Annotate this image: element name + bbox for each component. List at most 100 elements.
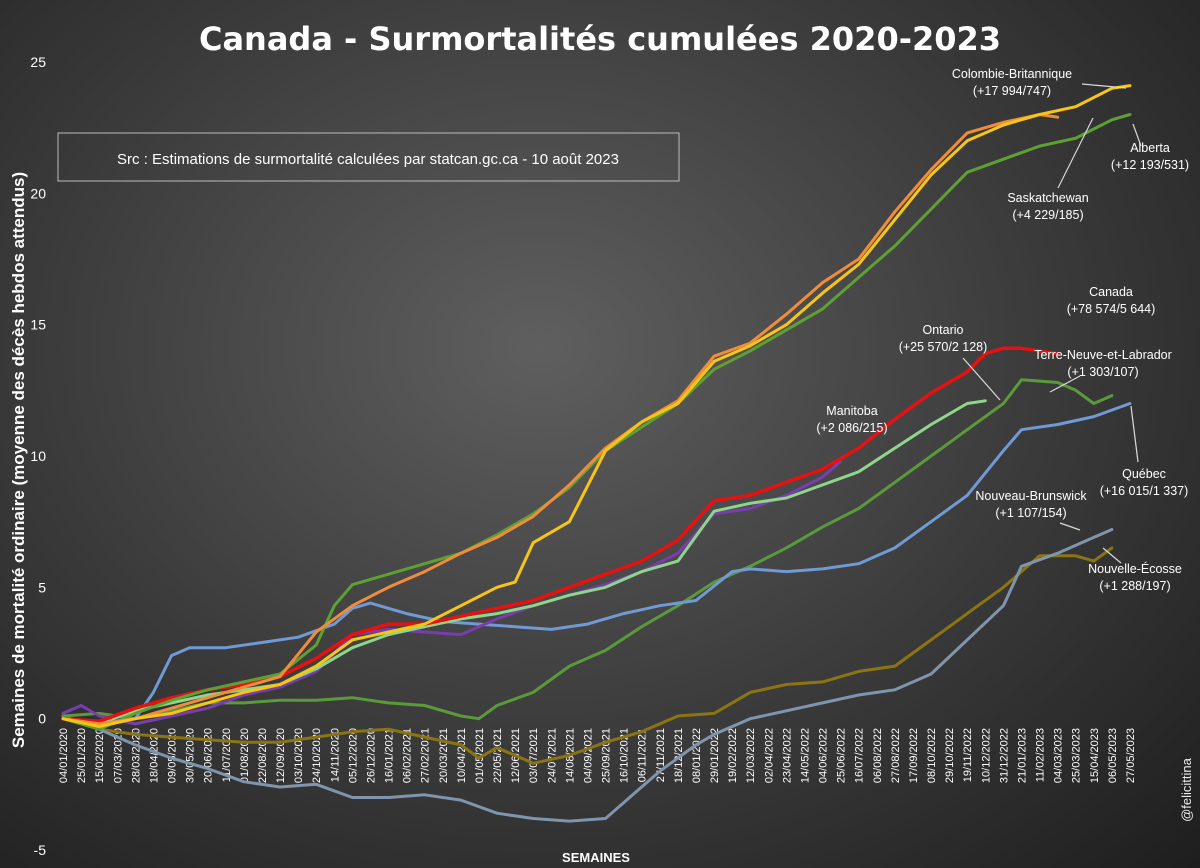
x-tick-label: 04/09/2021 (582, 728, 594, 783)
source-note: Src : Estimations de surmortalité calcul… (117, 151, 619, 168)
x-tick-label: 22/05/2021 (492, 728, 504, 783)
series-stats-label: (+16 015/1 337) (1100, 484, 1189, 498)
x-tick-label: 16/10/2021 (619, 728, 631, 783)
series-stats-label: (+12 193/531) (1111, 158, 1189, 172)
x-tick-label: 25/01/2020 (76, 728, 88, 783)
leader-line (962, 357, 1001, 401)
x-tick-label: 12/03/2022 (745, 728, 757, 783)
x-tick-label: 26/12/2020 (365, 728, 377, 783)
series-stats-label: (+2 086/215) (816, 421, 887, 435)
x-tick-label: 29/01/2022 (709, 728, 721, 783)
x-tick-label: 15/04/2023 (1089, 728, 1101, 783)
x-tick-label: 30/05/2020 (185, 728, 197, 783)
source-note-box: Src : Estimations de surmortalité calcul… (57, 132, 680, 182)
series-line-colombie-britannique (61, 84, 1132, 728)
y-axis: -5 0 5 10 15 20 25 (30, 54, 46, 858)
series-line-terre-neuve-et-labrador (61, 378, 1114, 721)
x-tick-label: 08/01/2022 (691, 728, 703, 783)
y-tick-label: 25 (30, 54, 46, 70)
leader-line (1130, 405, 1139, 463)
series-stats-label: (+1 107/154) (995, 506, 1066, 520)
series-name-label: Nouvelle-Écosse (1088, 561, 1182, 576)
x-tick-label: 16/01/2021 (384, 728, 396, 783)
series-name-label: Nouveau-Brunswick (975, 489, 1087, 503)
y-tick-label: 0 (38, 711, 46, 727)
series-name-label: Canada (1089, 285, 1133, 299)
y-axis-label: Semaines de mortalité ordinaire (moyenne… (9, 172, 28, 748)
series-stats-label: (+78 574/5 644) (1067, 302, 1156, 316)
series-name-label: Manitoba (826, 404, 877, 418)
x-axis: 04/01/2020 25/01/2020 15/02/2020 07/03/2020… (58, 728, 1137, 783)
x-tick-label: 25/06/2022 (836, 728, 848, 783)
x-tick-label: 07/03/2020 (112, 728, 124, 783)
y-tick-label: 15 (30, 317, 46, 333)
x-tick-label: 10/04/2021 (456, 728, 468, 783)
series-name-label: Terre-Neuve-et-Labrador (1034, 348, 1172, 362)
leader-line (1132, 123, 1142, 147)
x-tick-label: 16/07/2022 (854, 728, 866, 783)
x-tick-label: 18/04/2020 (148, 728, 160, 783)
x-tick-label: 02/04/2022 (763, 728, 775, 783)
x-tick-label: 03/10/2020 (293, 728, 305, 783)
x-tick-label: 24/10/2020 (311, 728, 323, 783)
series-line-saskatchewan (61, 113, 1060, 726)
x-tick-label: 14/11/2020 (329, 728, 341, 782)
series-stats-label: (+1 288/197) (1099, 579, 1170, 593)
x-tick-label: 10/12/2022 (980, 728, 992, 783)
series-name-label: Saskatchewan (1007, 191, 1088, 205)
x-tick-label: 03/07/2021 (528, 728, 540, 783)
x-tick-label: 25/03/2023 (1071, 728, 1083, 783)
series-name-label: Colombie-Britannique (952, 67, 1072, 81)
x-tick-label: 08/10/2022 (926, 728, 938, 783)
credit-label: @felicittina (1179, 757, 1194, 822)
series-lines (61, 84, 1132, 823)
x-tick-label: 04/03/2023 (1053, 728, 1065, 783)
x-tick-label: 01/08/2020 (239, 728, 251, 783)
series-line-manitoba (61, 459, 843, 726)
y-tick-label: -5 (34, 842, 47, 858)
x-tick-label: 22/08/2020 (257, 728, 269, 783)
series-name-label: Alberta (1130, 141, 1170, 155)
series-stats-label: (+1 303/107) (1067, 365, 1138, 379)
x-tick-label: 20/03/2021 (438, 728, 450, 783)
x-tick-label: 04/06/2022 (818, 728, 830, 783)
x-tick-label: 24/07/2021 (546, 728, 558, 783)
leader-line (1059, 522, 1081, 531)
y-tick-label: 20 (30, 185, 46, 201)
series-line-alberta (61, 113, 1132, 731)
leader-line (1049, 375, 1081, 393)
series-name-label: Ontario (923, 323, 964, 337)
x-tick-label: 23/04/2022 (781, 728, 793, 783)
series-line-qu-bec (61, 402, 1132, 726)
x-tick-label: 31/12/2022 (998, 728, 1010, 783)
x-tick-label: 06/08/2022 (872, 728, 884, 783)
series-labels: Nouvelle-Écosse (+1 288/197) Nouveau-Bruns… (816, 67, 1189, 593)
x-tick-label: 25/09/2021 (601, 728, 613, 783)
leader-line (1102, 547, 1122, 564)
x-tick-label: 29/10/2022 (944, 728, 956, 783)
x-tick-label: 27/05/2023 (1125, 728, 1137, 783)
x-tick-label: 15/02/2020 (94, 728, 106, 783)
x-tick-label: 09/05/2020 (167, 728, 179, 783)
x-tick-label: 19/11/2022 (962, 728, 974, 782)
x-tick-label: 06/02/2021 (402, 728, 414, 783)
x-tick-label: 04/01/2020 (58, 728, 70, 783)
y-tick-label: 5 (38, 579, 46, 595)
x-tick-label: 28/03/2020 (130, 728, 142, 783)
x-tick-label: 27/08/2022 (890, 728, 902, 783)
series-line-nouveau-brunswick (61, 528, 1114, 823)
x-tick-label: 01/05/2021 (474, 728, 486, 783)
series-stats-label: (+4 229/185) (1012, 208, 1083, 222)
leader-line (1057, 117, 1094, 189)
x-tick-label: 27/02/2021 (420, 728, 432, 783)
x-tick-label: 20/06/2020 (203, 728, 215, 783)
series-name-label: Québec (1122, 467, 1166, 481)
x-axis-label: SEMAINES (562, 850, 630, 865)
series-line-nouvelle-cosse (61, 546, 1114, 765)
x-tick-label: 19/02/2022 (727, 728, 739, 783)
chart-title: Canada - Surmortalités cumulées 2020-202… (199, 20, 1001, 58)
series-line-canada (61, 346, 1060, 724)
x-tick-label: 06/11/2021 (637, 728, 649, 782)
x-tick-label: 06/05/2023 (1107, 728, 1119, 783)
